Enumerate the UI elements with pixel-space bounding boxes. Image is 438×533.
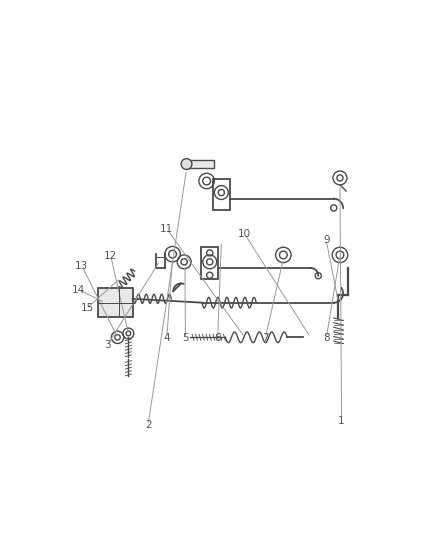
Text: 13: 13 [75, 261, 88, 271]
Text: 5: 5 [182, 333, 189, 343]
Bar [201, 247, 218, 279]
FancyBboxPatch shape [187, 160, 214, 168]
Text: 10: 10 [238, 229, 251, 239]
Text: 12: 12 [104, 251, 117, 261]
Text: 2: 2 [145, 420, 152, 430]
Text: 4: 4 [163, 333, 170, 343]
Text: 1: 1 [338, 416, 345, 426]
Text: 3: 3 [104, 340, 111, 350]
Text: 14: 14 [72, 285, 85, 295]
Text: 11: 11 [160, 224, 173, 234]
Bar [98, 288, 133, 317]
Text: 8: 8 [323, 333, 330, 343]
Text: 15: 15 [80, 303, 94, 313]
Circle shape [181, 159, 192, 169]
Bar [213, 180, 230, 210]
Text: 9: 9 [323, 236, 330, 245]
Text: 6: 6 [214, 333, 221, 343]
Text: 7: 7 [262, 333, 268, 343]
